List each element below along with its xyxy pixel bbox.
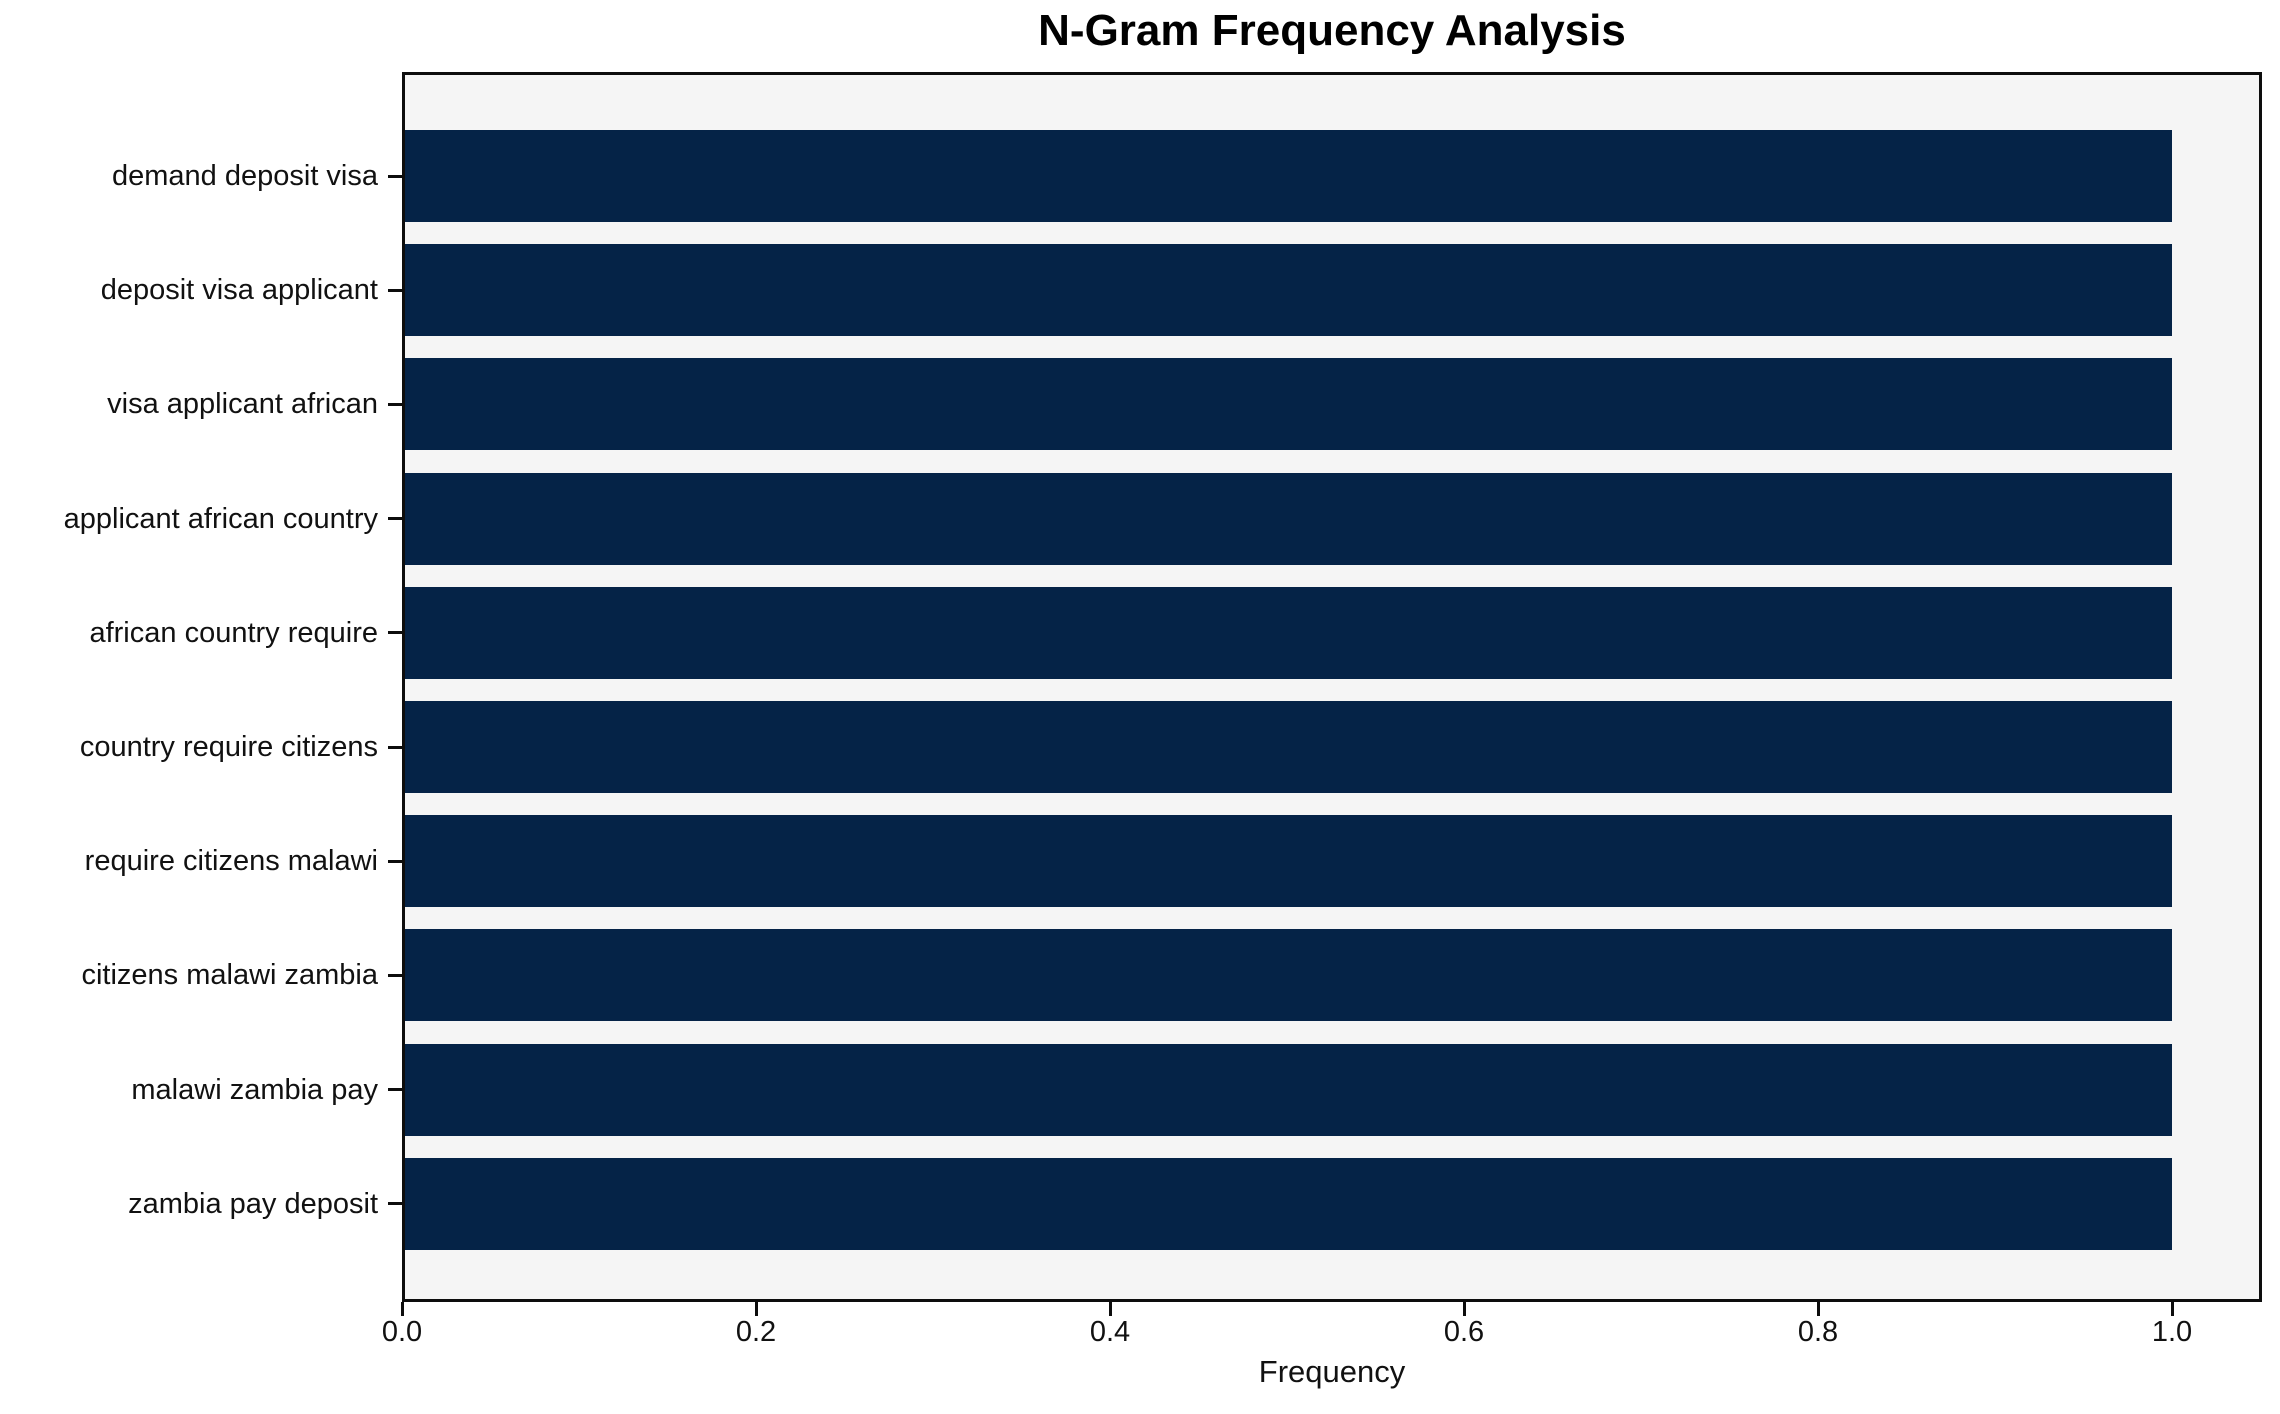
bar xyxy=(402,1043,2172,1136)
y-tick-mark xyxy=(388,517,402,521)
y-tick-label: zambia pay deposit xyxy=(128,1187,378,1220)
x-tick-label: 0.8 xyxy=(1797,1316,1839,1348)
chart-title: N-Gram Frequency Analysis xyxy=(1038,6,1626,55)
y-axis-tick-labels: demand deposit visa deposit visa applican… xyxy=(0,0,378,1414)
y-tick-mark xyxy=(388,859,402,863)
bar xyxy=(402,1157,2172,1250)
x-axis-label: Frequency xyxy=(1258,1354,1406,1389)
y-tick-mark xyxy=(388,288,402,292)
y-tick-label: demand deposit visa xyxy=(112,160,378,192)
y-tick-mark xyxy=(388,631,402,635)
y-tick-label: citizens malawi zambia xyxy=(81,959,378,992)
x-tick-label: 1.0 xyxy=(2151,1316,2193,1348)
y-tick-label: visa applicant african xyxy=(107,388,378,421)
bar xyxy=(402,472,2172,565)
y-tick-label: deposit visa applicant xyxy=(100,274,378,307)
plot-area xyxy=(402,72,2262,1302)
y-tick-mark xyxy=(388,174,402,178)
x-tick-label: 0.4 xyxy=(1089,1316,1131,1348)
x-tick-mark xyxy=(1108,1302,1112,1316)
x-tick-mark xyxy=(754,1302,758,1316)
y-tick-mark xyxy=(388,402,402,406)
bar xyxy=(402,929,2172,1022)
x-tick-label: 0.6 xyxy=(1443,1316,1485,1348)
x-tick-mark xyxy=(1816,1302,1820,1316)
x-tick-mark xyxy=(1462,1302,1466,1316)
x-tick-label: 0.0 xyxy=(381,1316,423,1348)
bar xyxy=(402,701,2172,793)
y-tick-label: applicant african country xyxy=(63,502,378,535)
bar xyxy=(402,358,2172,451)
y-tick-label: require citizens malawi xyxy=(84,845,378,878)
bar xyxy=(402,815,2172,908)
y-tick-label: african country require xyxy=(89,616,378,649)
x-tick-label: 0.2 xyxy=(735,1316,777,1348)
y-tick-label: malawi zambia pay xyxy=(131,1073,378,1106)
y-tick-mark xyxy=(388,1202,402,1206)
bar xyxy=(402,130,2172,222)
y-tick-mark xyxy=(388,745,402,749)
x-tick-mark xyxy=(400,1302,404,1316)
y-tick-mark xyxy=(388,1088,402,1092)
bar xyxy=(402,586,2172,679)
y-tick-label: country require citizens xyxy=(79,731,378,763)
bar xyxy=(402,244,2172,337)
x-tick-mark xyxy=(2170,1302,2174,1316)
y-tick-mark xyxy=(388,973,402,977)
